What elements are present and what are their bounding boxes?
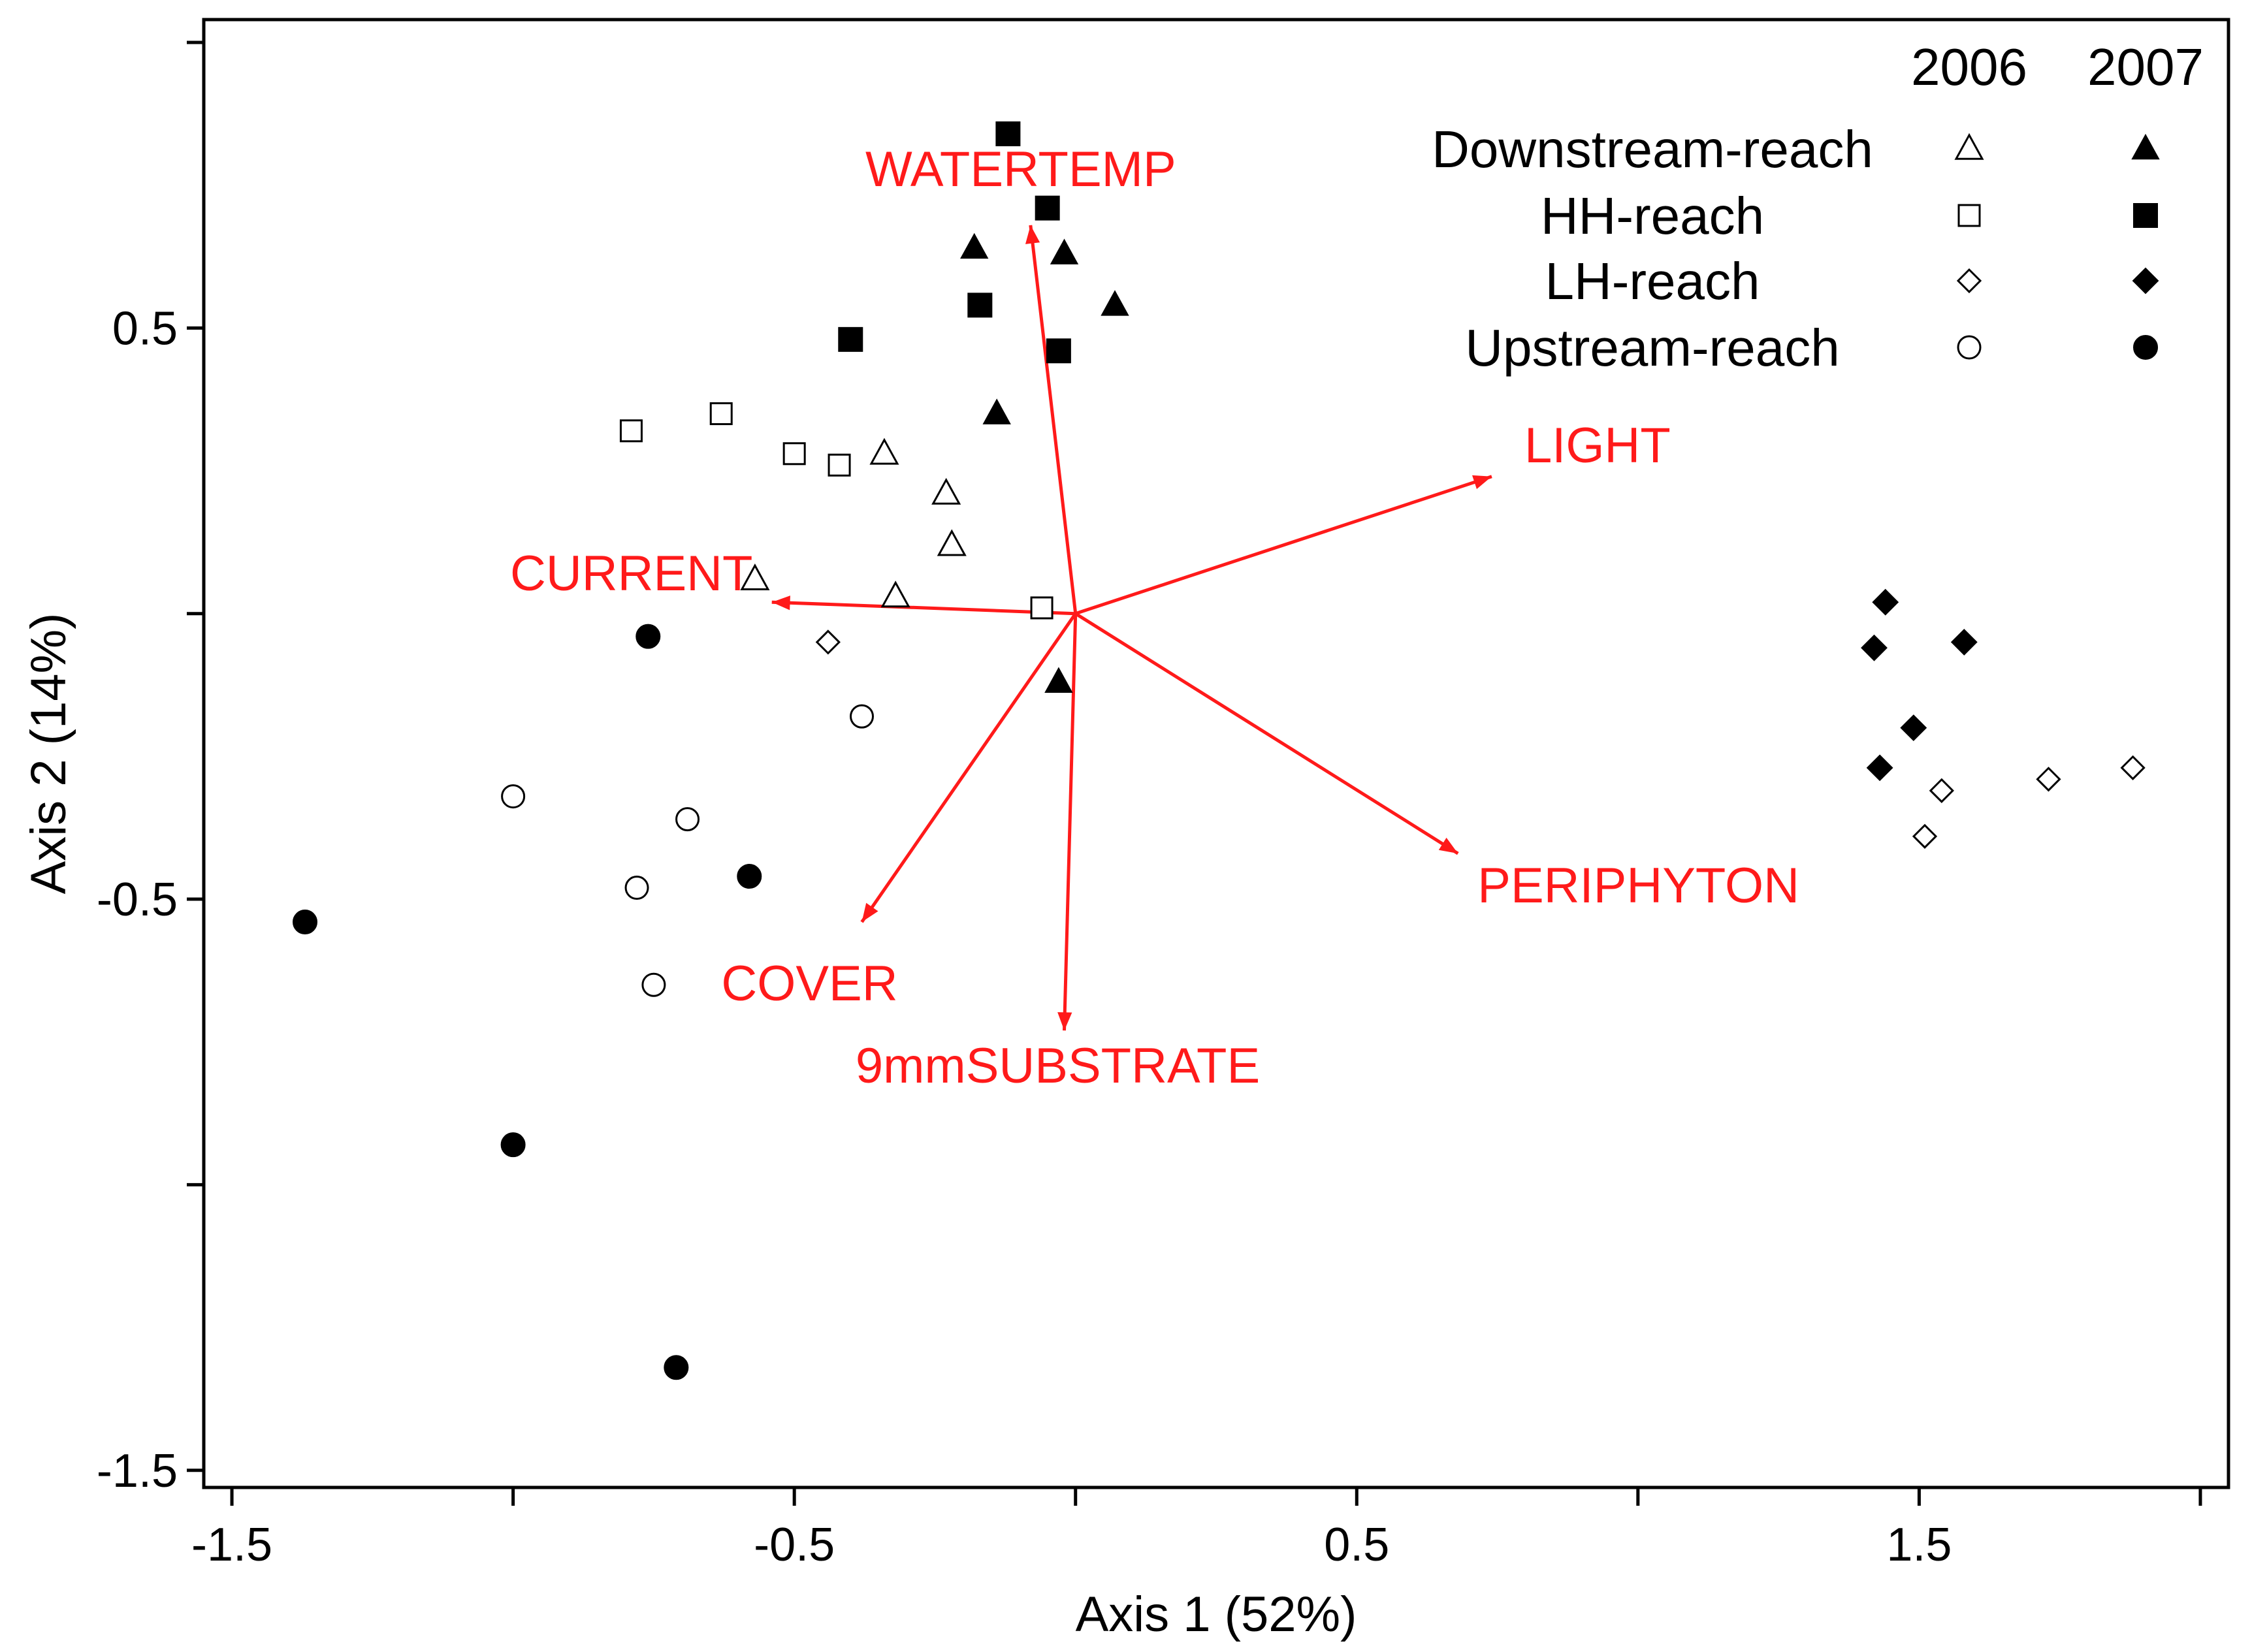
y-axis-title: Axis 2 (14%) — [21, 613, 76, 895]
legend-marker-circle-open — [1957, 335, 1982, 360]
y-tick-label: -1.5 — [97, 1445, 178, 1497]
point-triangle-filled — [960, 232, 989, 259]
legend-marker-triangle-filled — [2131, 133, 2160, 160]
point-square-open — [828, 453, 851, 477]
vector-arrowhead-9mmsubstrate — [1057, 1012, 1072, 1031]
legend-marker-square-open — [1957, 204, 1981, 227]
point-square-open — [709, 402, 733, 426]
vector-periphyton — [1074, 612, 1459, 855]
point-diamond-filled — [1900, 714, 1927, 742]
point-circle-filled — [293, 910, 317, 935]
legend-label-diamond: LH-reach — [1545, 252, 1760, 310]
point-diamond-filled — [1872, 588, 1899, 616]
point-diamond-open — [2036, 767, 2061, 792]
vector-watertemp — [1029, 225, 1078, 614]
legend-label-square: HH-reach — [1541, 187, 1764, 245]
tick-marks — [187, 40, 2202, 1506]
x-tick-label: 0.5 — [1324, 1519, 1389, 1571]
point-triangle-open — [931, 477, 961, 505]
tick-labels: -1.5 -0.5 0.5 1.5 0.5 -0.5 -1.5 — [97, 302, 1952, 1571]
point-circle-filled — [500, 1132, 526, 1158]
plot-frame — [202, 18, 2230, 1489]
legend-marker-square-filled — [2133, 203, 2158, 228]
point-circle-open — [624, 876, 649, 900]
point-circle-open — [501, 784, 526, 809]
vector-label-periphyton: PERIPHYTON — [1477, 858, 1799, 913]
x-axis-title: Axis 1 (52%) — [1076, 1587, 1357, 1642]
x-tick-label: 1.5 — [1886, 1519, 1952, 1571]
legend-marker-diamond-open — [1956, 268, 1982, 294]
point-circle-open — [675, 807, 700, 832]
y-tick-label: -0.5 — [97, 874, 178, 926]
point-triangle-filled — [1050, 238, 1079, 264]
point-circle-filled — [664, 1355, 689, 1380]
vector-arrowhead-current — [771, 596, 790, 611]
vector-cover — [860, 612, 1077, 923]
point-triangle-filled — [982, 398, 1011, 424]
vector-arrowhead-light — [1472, 475, 1492, 490]
vector-label-9mmsubstrate: 9mmSUBSTRATE — [856, 1038, 1260, 1094]
point-square-open — [619, 419, 643, 443]
y-tick-label: 0.5 — [112, 302, 178, 355]
point-diamond-open — [815, 629, 841, 655]
point-square-filled — [1046, 338, 1071, 364]
point-circle-open — [850, 704, 874, 729]
x-tick-label: -1.5 — [191, 1519, 272, 1571]
point-triangle-open — [880, 580, 910, 608]
point-triangle-filled — [1044, 667, 1073, 693]
point-square-open — [1030, 596, 1054, 620]
point-diamond-filled — [1950, 629, 1978, 656]
vector-label-current: CURRENT — [510, 546, 753, 601]
point-triangle-filled — [1101, 290, 1129, 316]
point-diamond-open — [1912, 823, 1938, 849]
point-square-filled — [1035, 195, 1060, 221]
point-circle-open — [641, 972, 666, 997]
environmental-vectors: WATERTEMP LIGHT CURRENT PERIPHYTON COVER 9mmS… — [510, 142, 1799, 1094]
point-square-filled — [967, 293, 993, 318]
vector-9mmsubstrate — [1063, 613, 1078, 1031]
legend-label-circle: Upstream-reach — [1465, 319, 1840, 377]
point-square-filled — [838, 326, 863, 352]
legend-marker-diamond-filled — [2132, 267, 2159, 294]
point-circle-filled — [635, 624, 661, 649]
point-diamond-open — [2120, 755, 2146, 780]
point-square-open — [782, 442, 806, 466]
point-square-filled — [995, 121, 1021, 146]
vector-label-watertemp: WATERTEMP — [865, 142, 1176, 197]
legend-year-2006: 2006 — [1911, 38, 2027, 96]
point-diamond-filled — [1866, 754, 1893, 782]
point-triangle-open — [869, 437, 899, 465]
legend-year-2007: 2007 — [2087, 38, 2204, 96]
legend: 2006 2007 Downstream-reach HH-reach LH-reach… — [1432, 38, 2204, 377]
legend-marker-circle-filled — [2133, 335, 2158, 360]
vector-current — [771, 600, 1076, 616]
x-tick-label: -0.5 — [754, 1519, 835, 1571]
vector-light — [1074, 475, 1492, 616]
point-triangle-open — [937, 529, 967, 556]
vector-arrowhead-cover — [861, 902, 878, 923]
point-diamond-filled — [1861, 634, 1888, 661]
point-triangle-open — [740, 564, 770, 591]
vector-arrowhead-periphyton — [1438, 837, 1458, 854]
vector-label-light: LIGHT — [1524, 418, 1671, 473]
vector-arrowhead-watertemp — [1025, 225, 1040, 244]
point-diamond-open — [1929, 778, 1954, 803]
point-circle-filled — [737, 864, 762, 889]
legend-marker-triangle-open — [1954, 133, 1984, 160]
vector-label-cover: COVER — [721, 956, 897, 1011]
data-points — [293, 121, 2146, 1380]
legend-label-triangle: Downstream-reach — [1432, 120, 1873, 178]
